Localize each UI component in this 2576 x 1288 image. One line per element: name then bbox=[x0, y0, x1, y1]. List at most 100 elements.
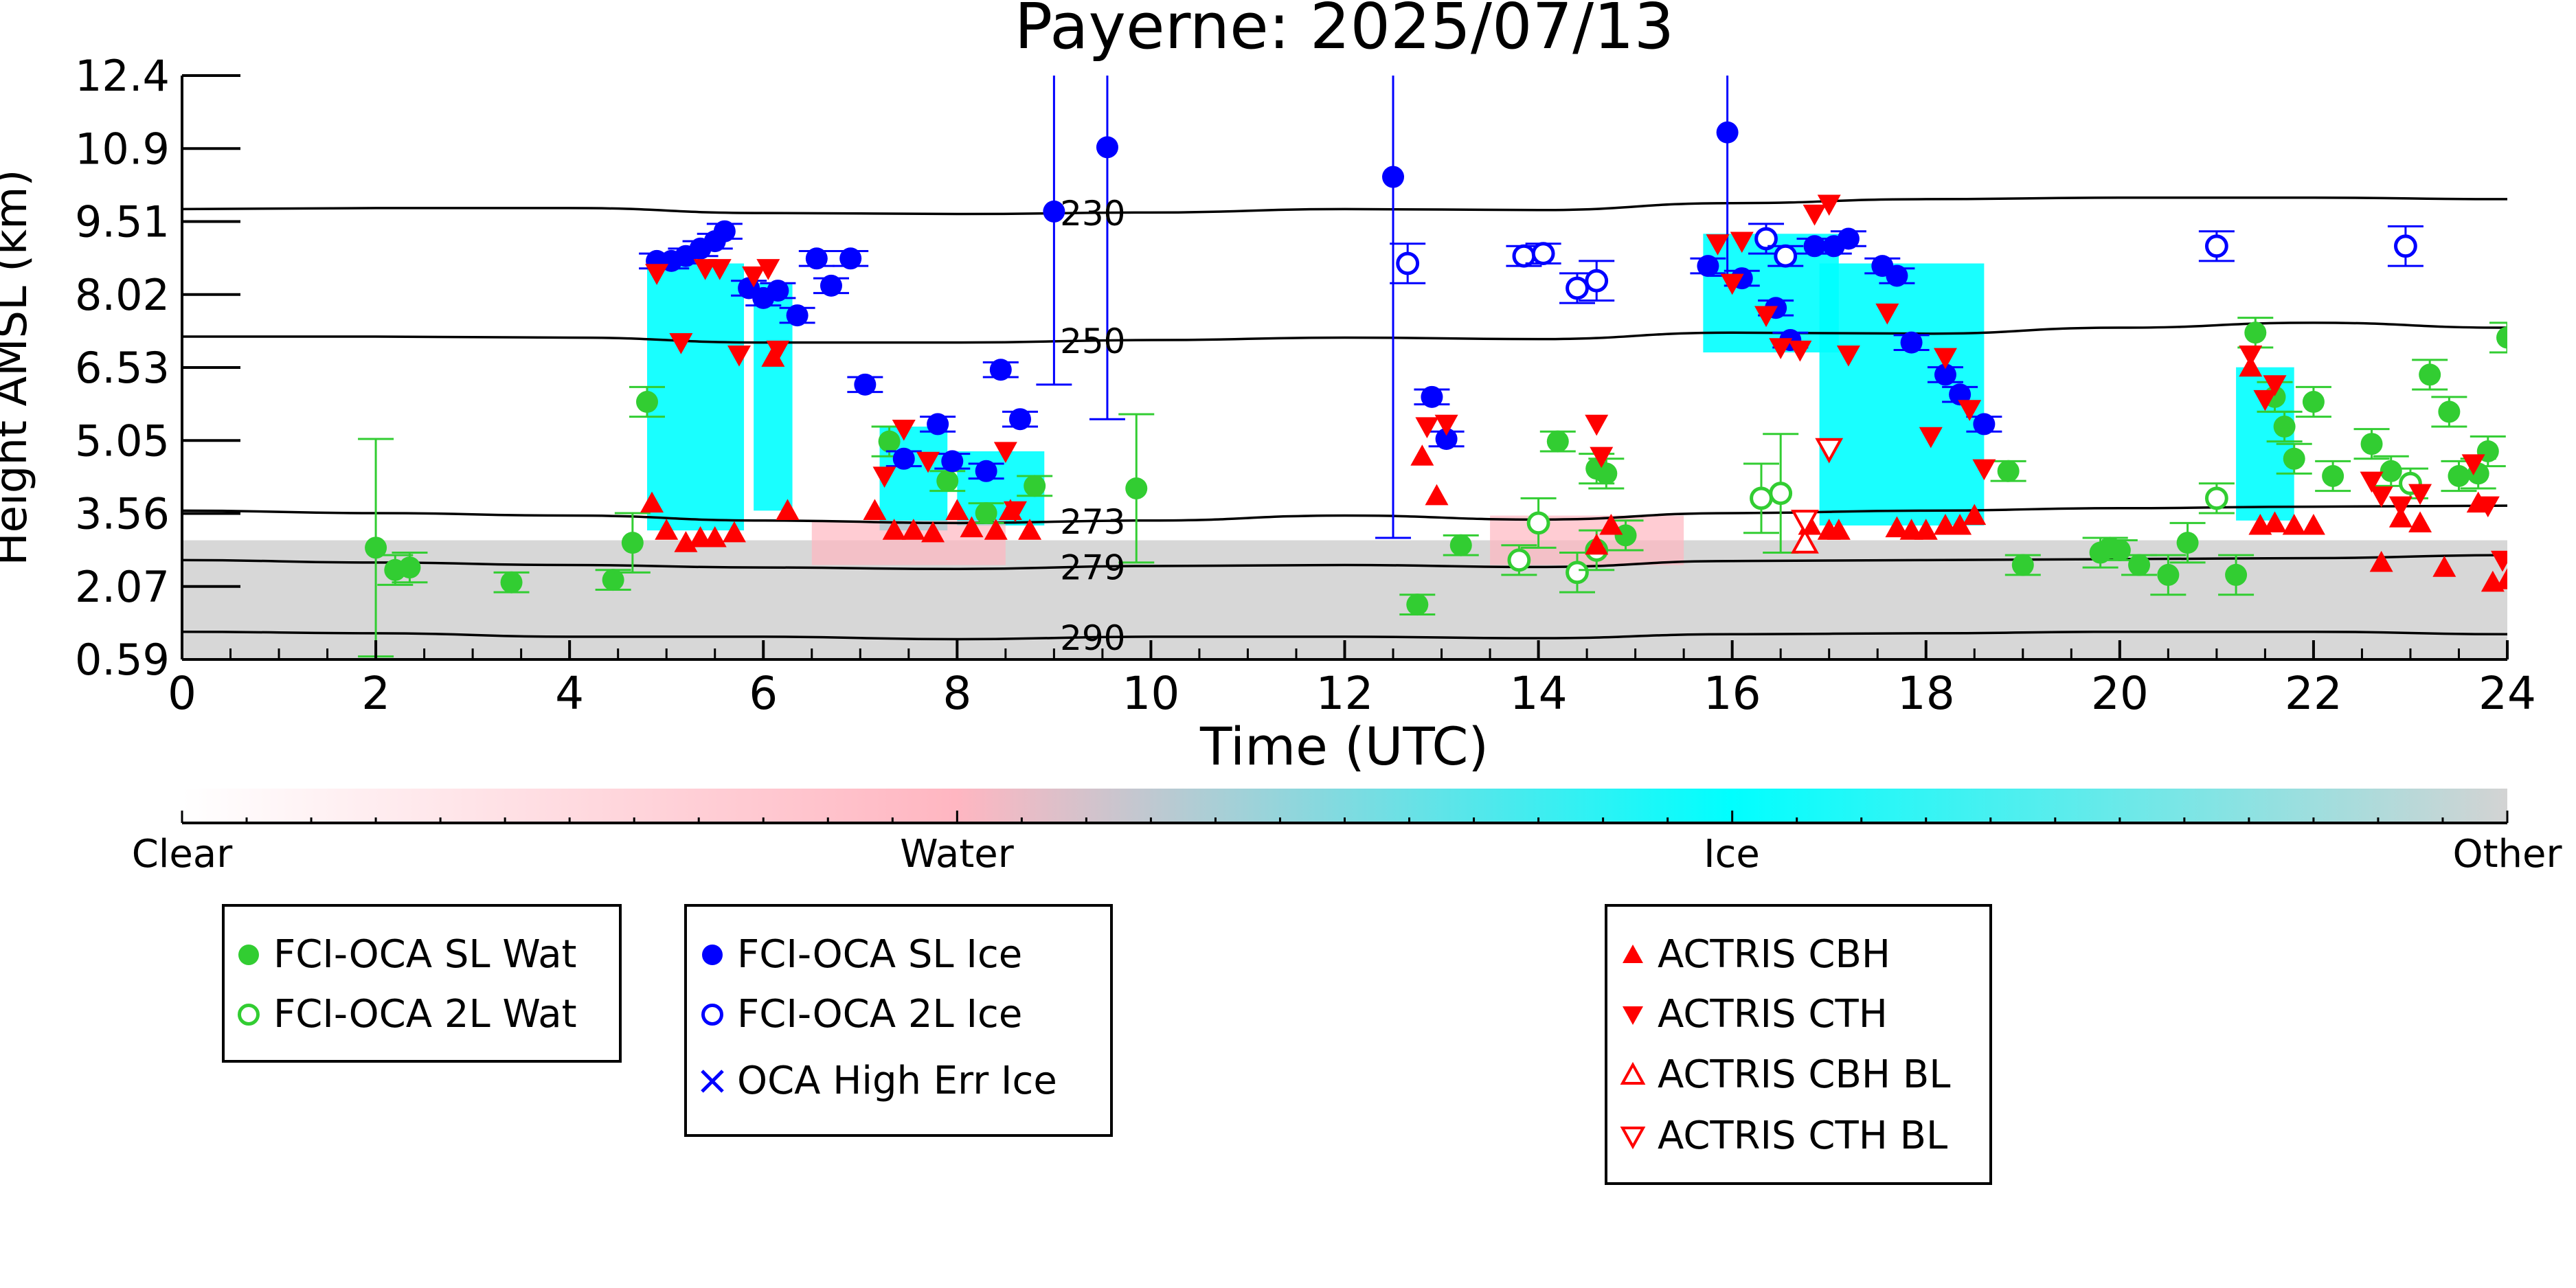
point-actris-cth bbox=[2408, 484, 2432, 506]
point-fci-oca-sl-wat bbox=[2128, 554, 2151, 576]
isotherm-label-layer: 230 250 273 279 290 bbox=[1060, 194, 1125, 658]
point-fci-oca-sl-ice bbox=[1009, 408, 1032, 431]
point-fci-oca-sl-wat bbox=[2108, 539, 2131, 561]
x-tick-label: 12 bbox=[1316, 667, 1374, 720]
point-fci-oca-sl-wat bbox=[1024, 475, 1046, 497]
point-fci-oca-sl-wat bbox=[936, 470, 959, 493]
y-tick-label: 9.51 bbox=[75, 197, 170, 247]
point-fci-oca-2l-ice bbox=[2204, 234, 2228, 258]
point-actris-cbh bbox=[1885, 516, 1909, 538]
x-tick-label: 18 bbox=[1897, 667, 1955, 720]
legend-entry-oca-high-err-ice: OCA High Err Ice bbox=[737, 1059, 1057, 1103]
point-fci-oca-sl-wat bbox=[2283, 447, 2305, 470]
point-fci-oca-sl-wat bbox=[2176, 532, 2199, 554]
colorbar-label-water: Water bbox=[900, 832, 1015, 877]
x-tick-label: 0 bbox=[168, 667, 196, 720]
axes: 0 2 4 6 8 10 12 14 16 18 20 22 24 0.592.073.565.056.… bbox=[75, 51, 2536, 720]
point-fci-oca-sl-wat bbox=[636, 391, 658, 414]
point-fci-oca-sl-wat bbox=[1997, 460, 2020, 482]
colorbar-label-ice: Ice bbox=[1704, 832, 1760, 877]
legend-entry-actris-cth: ACTRIS CTH bbox=[1658, 992, 1888, 1037]
point-fci-oca-sl-ice bbox=[1973, 413, 1996, 436]
point-actris-cth bbox=[727, 346, 751, 367]
point-actris-cth bbox=[1434, 414, 1458, 436]
legend-box-frame bbox=[1605, 904, 1992, 1185]
point-actris-cth bbox=[916, 451, 940, 473]
point-fci-oca-2l-wat bbox=[2204, 486, 2228, 510]
point-actris-cth bbox=[1836, 346, 1860, 367]
point-actris-cbh bbox=[2301, 513, 2325, 535]
point-fci-oca-sl-wat bbox=[2273, 416, 2296, 438]
legend-entry-fci-oca-sl-ice: FCI-OCA SL Ice bbox=[737, 932, 1022, 977]
point-actris-cth bbox=[708, 259, 732, 280]
isotherm-label-290: 290 bbox=[1060, 618, 1125, 658]
point-fci-oca-sl-wat bbox=[2011, 554, 2034, 576]
legend-box-ice: FCI-OCA SL Ice FCI-OCA 2L Ice OCA High E… bbox=[684, 904, 1113, 1137]
point-fci-oca-sl-wat bbox=[2419, 363, 2441, 386]
point-fci-oca-sl-wat bbox=[2438, 400, 2461, 423]
point-actris-cbh bbox=[1410, 444, 1434, 466]
legend-marker-actris-cth bbox=[1623, 1006, 1643, 1025]
plot-area bbox=[182, 76, 2507, 659]
point-fci-oca-sl-ice bbox=[892, 447, 915, 470]
point-fci-oca-sl-ice bbox=[1934, 363, 1956, 386]
point-actris-cbh bbox=[882, 519, 906, 540]
x-tick-label: 2 bbox=[361, 667, 390, 720]
point-actris-cth bbox=[2369, 486, 2393, 508]
y-tick-label: 2.07 bbox=[75, 562, 170, 612]
point-fci-oca-sl-wat bbox=[1546, 430, 1569, 453]
point-actris-cth bbox=[993, 442, 1017, 463]
cloud-mask-ice bbox=[754, 283, 793, 511]
point-fci-oca-sl-wat bbox=[500, 571, 523, 594]
point-fci-oca-sl-ice bbox=[1716, 121, 1739, 144]
point-fci-oca-sl-ice bbox=[941, 450, 964, 473]
point-actris-cth bbox=[1003, 501, 1027, 523]
point-fci-oca-sl-ice bbox=[805, 247, 828, 270]
legend-marker-actris-cbh-bl bbox=[1620, 1061, 1646, 1085]
point-actris-cth bbox=[2263, 375, 2287, 396]
y-tick-label: 5.05 bbox=[75, 416, 170, 466]
point-fci-oca-sl-ice bbox=[927, 413, 949, 436]
legend-box-water: FCI-OCA SL Wat FCI-OCA 2L Wat bbox=[222, 904, 622, 1063]
point-fci-oca-sl-ice bbox=[1435, 428, 1458, 451]
point-actris-cth bbox=[892, 420, 916, 441]
colorbar-label-other: Other bbox=[2452, 832, 2562, 877]
point-actris-cbh bbox=[1599, 513, 1623, 535]
point-fci-oca-2l-ice bbox=[2394, 234, 2417, 258]
x-tick-label: 20 bbox=[2091, 667, 2149, 720]
point-actris-cth bbox=[1803, 204, 1827, 226]
point-actris-cth bbox=[1730, 231, 1754, 253]
y-ticks: 0.59 2.07 3.56 5.05 6.53 8.02 9.51 10.9 12.4 bbox=[75, 51, 240, 685]
legend-entry-fci-oca-sl-wat: FCI-OCA SL Wat bbox=[273, 932, 577, 977]
point-fci-oca-sl-wat bbox=[621, 532, 644, 554]
isotherm-label-230: 230 bbox=[1060, 194, 1125, 234]
point-fci-oca-sl-wat bbox=[2448, 464, 2470, 487]
point-fci-oca-sl-ice bbox=[1803, 235, 1826, 258]
y-tick-label: 8.02 bbox=[75, 270, 170, 320]
point-actris-cbh bbox=[655, 519, 679, 540]
point-actris-cth bbox=[1415, 417, 1439, 439]
x-ticks: 0 2 4 6 8 10 12 14 16 18 20 22 24 bbox=[168, 640, 2536, 720]
point-actris-cth bbox=[2476, 496, 2500, 518]
point-fci-oca-2l-wat bbox=[1507, 548, 1531, 572]
x-tick-label: 10 bbox=[1122, 667, 1179, 720]
isotherm-label-273: 273 bbox=[1060, 502, 1125, 542]
x-tick-label: 6 bbox=[749, 667, 778, 720]
colorbar: Clear Water Ice Other bbox=[132, 789, 2562, 877]
x-axis-label: Time (UTC) bbox=[1199, 716, 1489, 777]
legend-marker-fci-oca-sl-ice bbox=[702, 945, 723, 965]
point-actris-cbh bbox=[1963, 504, 1987, 526]
point-actris-cth bbox=[1788, 340, 1812, 362]
point-fci-oca-sl-wat bbox=[2496, 326, 2507, 349]
point-actris-cth bbox=[756, 259, 780, 280]
point-actris-cth bbox=[2360, 471, 2384, 493]
point-fci-oca-sl-wat bbox=[2322, 464, 2345, 487]
point-fci-oca-sl-wat bbox=[1449, 534, 1472, 556]
point-actris-cth-bl bbox=[1815, 438, 1844, 464]
y-tick-label: 12.4 bbox=[75, 51, 170, 101]
point-fci-oca-sl-ice bbox=[1043, 200, 1065, 223]
x-tick-label: 14 bbox=[1510, 667, 1568, 720]
legend-marker-actris-cbh bbox=[1623, 945, 1643, 963]
point-fci-oca-sl-ice bbox=[989, 359, 1012, 381]
